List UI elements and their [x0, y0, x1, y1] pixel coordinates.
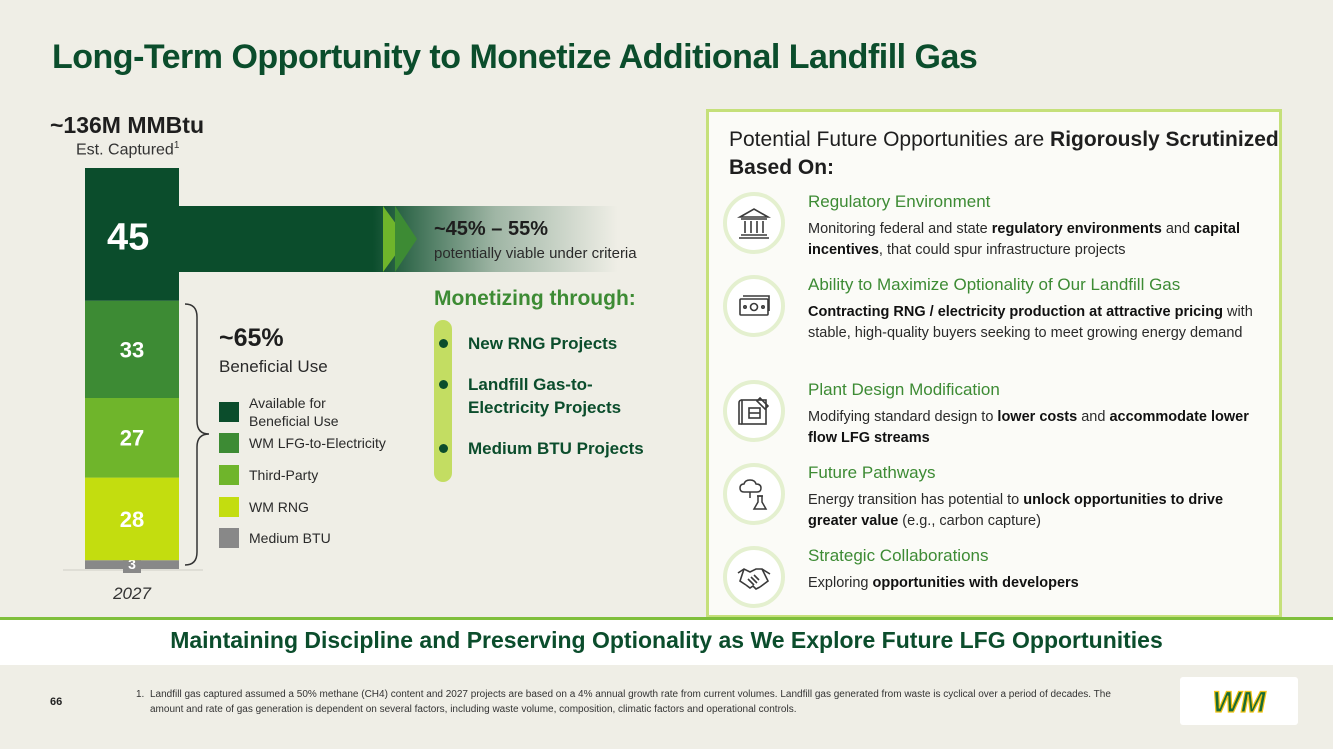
opportunity-title: Ability to Maximize Optionality of Our L… [808, 275, 1181, 294]
legend-swatch [219, 528, 239, 548]
handshake-icon [723, 546, 785, 608]
bar-value-label: 45 [107, 217, 149, 259]
bar-value-label: 33 [120, 337, 144, 362]
opportunity-desc: Modifying standard design to lower costs… [808, 407, 1268, 449]
footnote: 1. Landfill gas captured assumed a 50% m… [136, 687, 1146, 717]
legend-swatch [219, 433, 239, 453]
bar-segment [85, 398, 179, 478]
legend-item: WM LFG-to-Electricity [219, 433, 386, 453]
legend-item: Medium BTU [219, 528, 331, 548]
wm-logo: WM [1180, 677, 1298, 725]
bar-segment [85, 477, 179, 561]
desc-text: and [1077, 409, 1110, 425]
viable-arrow-band [179, 206, 689, 272]
footnote-text: Landfill gas captured assumed a 50% meth… [150, 689, 1111, 715]
opportunity-desc: Energy transition has potential to unloc… [808, 490, 1268, 532]
legend-swatch [219, 402, 239, 422]
legend-label: Available for Beneficial Use [249, 395, 339, 429]
desc-text: with stable, high-quality buyers seeking… [808, 304, 1253, 341]
total-captured-value: ~136M MMBtu [50, 112, 204, 138]
x-category-label: 2027 [112, 584, 151, 603]
opportunity-title: Future Pathways [808, 463, 936, 482]
brace-icon [184, 303, 210, 566]
beneficial-use-label: Beneficial Use [219, 357, 328, 376]
bank-icon [723, 192, 785, 254]
logo-text: WM [1212, 686, 1266, 719]
legend-item: Available for Beneficial Use [219, 394, 359, 430]
bar-value-label: 3 [128, 556, 136, 572]
desc-text: (e.g., carbon capture) [898, 513, 1041, 529]
opportunity-title: Plant Design Modification [808, 380, 1000, 399]
desc-emphasis: accommodate lower flow LFG streams [808, 409, 1249, 446]
legend-swatch [219, 497, 239, 517]
opportunity-title: Strategic Collaborations [808, 546, 989, 565]
bar-value-label: 27 [120, 426, 144, 451]
desc-text: and [1161, 221, 1195, 237]
opportunity-desc: Contracting RNG / electricity production… [808, 302, 1268, 344]
desc-text: Modifying standard design to [808, 409, 998, 425]
cash-icon [723, 275, 785, 337]
opportunity-title: Regulatory Environment [808, 192, 991, 211]
bullet-icon [439, 339, 448, 348]
panel-heading: Potential Future Opportunities are Rigor… [729, 128, 1279, 179]
bullet-icon [439, 380, 448, 389]
footnote-mark: 1 [173, 140, 180, 151]
page-number: 66 [50, 696, 63, 708]
desc-emphasis: lower costs [997, 409, 1078, 425]
monetizing-item: Medium BTU Projects [436, 437, 644, 460]
chevron-icon [395, 206, 417, 272]
monetizing-track [434, 320, 452, 482]
page-title: Long-Term Opportunity to Monetize Additi… [52, 38, 978, 76]
beneficial-use-pct: ~65% [219, 324, 284, 352]
opportunities-panel: Potential Future Opportunities are Rigor… [706, 109, 1282, 618]
viable-range: ~45% – 55% [434, 218, 548, 240]
desc-emphasis: capital incentives [808, 221, 1240, 258]
opportunity-desc: Monitoring federal and state regulatory … [808, 219, 1268, 261]
legend-swatch [219, 465, 239, 485]
desc-text: Monitoring federal and state [808, 221, 992, 237]
bar-segment [85, 300, 179, 398]
legend-label: Medium BTU [249, 530, 331, 546]
carbon-capture-icon [723, 463, 785, 525]
total-captured-subtitle: Est. Captured1 [76, 140, 180, 159]
footnote-number: 1. [136, 689, 145, 700]
legend-item: Third-Party [219, 465, 318, 485]
legend-label: WM LFG-to-Electricity [249, 435, 386, 451]
viable-subtitle: potentially viable under criteria [434, 245, 637, 262]
desc-emphasis: unlock opportunities to drive greater va… [808, 492, 1224, 529]
monetizing-title: Monetizing through: [434, 287, 636, 310]
bar-value-label: 28 [120, 507, 144, 532]
legend-label: Third-Party [249, 467, 319, 483]
desc-emphasis: Contracting RNG / electricity production… [808, 304, 1223, 320]
monetizing-item: New RNG Projects [436, 332, 617, 355]
desc-text: Energy transition has potential to [808, 492, 1024, 508]
opportunity-desc: Exploring opportunities with developers [808, 573, 1268, 594]
legend-item: WM RNG [219, 497, 309, 517]
blueprint-icon [723, 380, 785, 442]
desc-text: , that could spur infrastructure project… [878, 242, 1126, 258]
legend-label: WM RNG [249, 499, 309, 515]
bullet-icon [439, 444, 448, 453]
bottom-banner: Maintaining Discipline and Preserving Op… [170, 627, 1163, 653]
bottom-banner-band [0, 617, 1333, 665]
desc-emphasis: opportunities with developers [872, 575, 1079, 591]
monetizing-item: Landfill Gas-to-Electricity Projects [436, 373, 658, 419]
desc-emphasis: regulatory environments [991, 221, 1162, 237]
bar-segment [85, 168, 179, 301]
desc-text: Exploring [808, 575, 873, 591]
